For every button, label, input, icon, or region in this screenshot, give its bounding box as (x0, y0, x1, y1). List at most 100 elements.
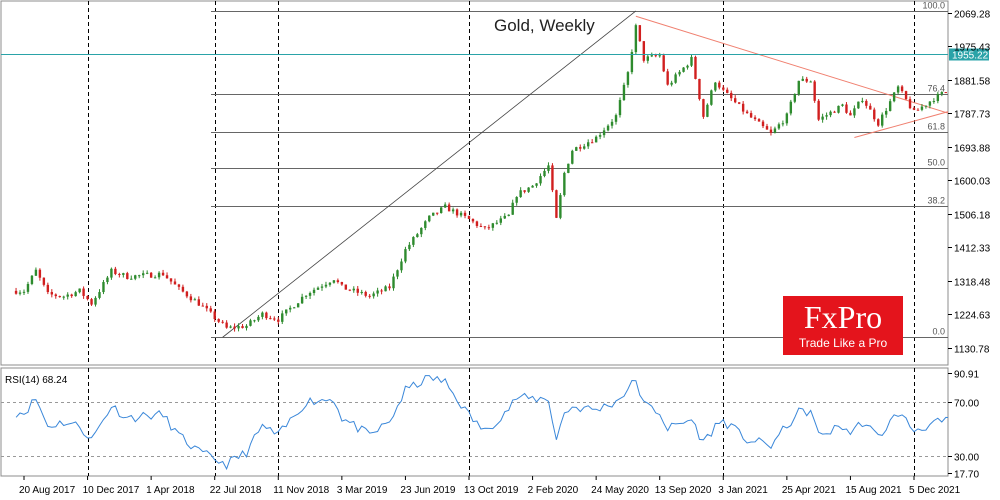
candle-body-down (523, 190, 526, 192)
fxpro-logo: FxPro Trade Like a Pro (783, 296, 903, 355)
candle-body-up (157, 272, 161, 278)
candle-body-up (583, 146, 586, 149)
candle-body-down (447, 204, 451, 212)
candle-body-up (491, 223, 495, 228)
candle-body-up (106, 277, 109, 283)
candle-body-down (455, 209, 459, 216)
candle-body-up (674, 74, 677, 83)
candle-body-up (881, 114, 884, 126)
candle-body-up (253, 320, 256, 322)
candle-body-down (475, 221, 479, 226)
candle-body-up (602, 130, 606, 136)
time-tick-label: 5 Dec 2021 (909, 485, 961, 496)
candle-body-down (273, 318, 276, 320)
candle-body-down (579, 147, 582, 149)
candle-body-up (503, 215, 506, 219)
candle-body-down (877, 119, 880, 126)
candle-body-down (340, 282, 344, 285)
price-tick-label: 2069.28 (954, 10, 991, 21)
candle-body-down (722, 87, 725, 90)
time-tick-label: 2 Feb 2020 (528, 485, 579, 496)
candle-body-up (892, 92, 896, 102)
candle-body-down (348, 289, 352, 291)
candle-body-up (261, 312, 264, 317)
candle-body-down (269, 318, 272, 320)
candle-body-down (233, 326, 236, 329)
price-tick-label: 1600.03 (954, 177, 991, 188)
rsi-panel (0, 367, 949, 477)
candle-body-up (785, 113, 789, 124)
candle-body-up (884, 110, 888, 115)
candle-body-up (328, 282, 332, 285)
candle-body-up (594, 136, 598, 143)
candle-body-up (547, 165, 550, 171)
fib-level-label: 50.0 (927, 158, 945, 168)
candle-body-up (62, 296, 65, 298)
candle-body-up (888, 101, 892, 111)
candle-body-up (936, 93, 940, 102)
price-tick-label: 1318.48 (954, 278, 991, 289)
candle-body-up (229, 326, 232, 328)
fib-level-label: 100.0 (922, 1, 945, 11)
candle-body-down (813, 81, 816, 101)
candle-body-up (376, 290, 379, 294)
candle-body-up (928, 101, 932, 106)
candle-body-down (642, 41, 646, 61)
current-price-label: 1955.22 (952, 51, 989, 62)
candle-body-up (920, 106, 924, 110)
price-tick-label: 1881.58 (954, 77, 991, 88)
candle-body-up (312, 289, 316, 294)
candle-body-up (134, 275, 137, 279)
candle-body-up (953, 90, 955, 92)
candle-body-up (138, 275, 141, 277)
candle-body-up (658, 55, 661, 57)
candle-body-down (757, 119, 761, 122)
candle-body-down (698, 78, 701, 100)
rsi-tick-label: 17.70 (954, 470, 979, 481)
time-tick-label: 3 Mar 2019 (337, 485, 388, 496)
candle-body-up (237, 326, 240, 329)
price-tick-label: 1412.33 (954, 244, 991, 255)
candle-body-up (396, 270, 399, 277)
candle-body-up (316, 287, 320, 290)
rsi-tick-label: 90.91 (954, 370, 979, 381)
candle-body-up (281, 313, 284, 322)
candle-body-down (356, 288, 359, 293)
fib-level-label: 38.2 (927, 196, 945, 206)
candle-body-up (896, 86, 900, 93)
candle-body-up (30, 275, 34, 284)
candle-body-down (149, 272, 153, 278)
candle-body-down (487, 227, 491, 229)
candle-body-down (638, 25, 642, 42)
candle-body-up (821, 116, 824, 120)
candle-body-down (463, 212, 467, 216)
candle-body-down (662, 55, 665, 72)
fibonacci-levels: 100.0 76.4 61.8 50.0 38.2 0.0 (211, 1, 948, 338)
candle-body-up (567, 163, 570, 173)
candle-body-down (734, 98, 737, 103)
candle-body-up (122, 273, 125, 275)
price-tick-label: 1693.88 (954, 144, 991, 155)
candle-body-down (241, 326, 244, 329)
fib-level-label: 0.0 (932, 327, 945, 337)
rsi-tick-label: 70.00 (954, 399, 979, 410)
candle-body-up (610, 121, 614, 126)
candle-body-down (944, 92, 947, 94)
candle-body-down (265, 312, 268, 319)
candle-body-down (765, 126, 769, 130)
candle-body-down (753, 117, 757, 120)
candle-body-down (336, 280, 340, 283)
candle-body-down (221, 321, 224, 323)
candle-body-down (82, 288, 85, 296)
candle-body-down (380, 290, 383, 292)
candle-body-down (201, 305, 204, 307)
candle-body-down (126, 273, 129, 280)
candle-body-down (833, 111, 836, 113)
time-tick-label: 11 Nov 2018 (273, 485, 329, 496)
candle-body-up (22, 291, 26, 293)
candle-body-down (694, 56, 697, 79)
candle-body-down (54, 294, 57, 297)
candle-body-up (515, 197, 518, 203)
fib-level-label: 61.8 (927, 122, 945, 132)
